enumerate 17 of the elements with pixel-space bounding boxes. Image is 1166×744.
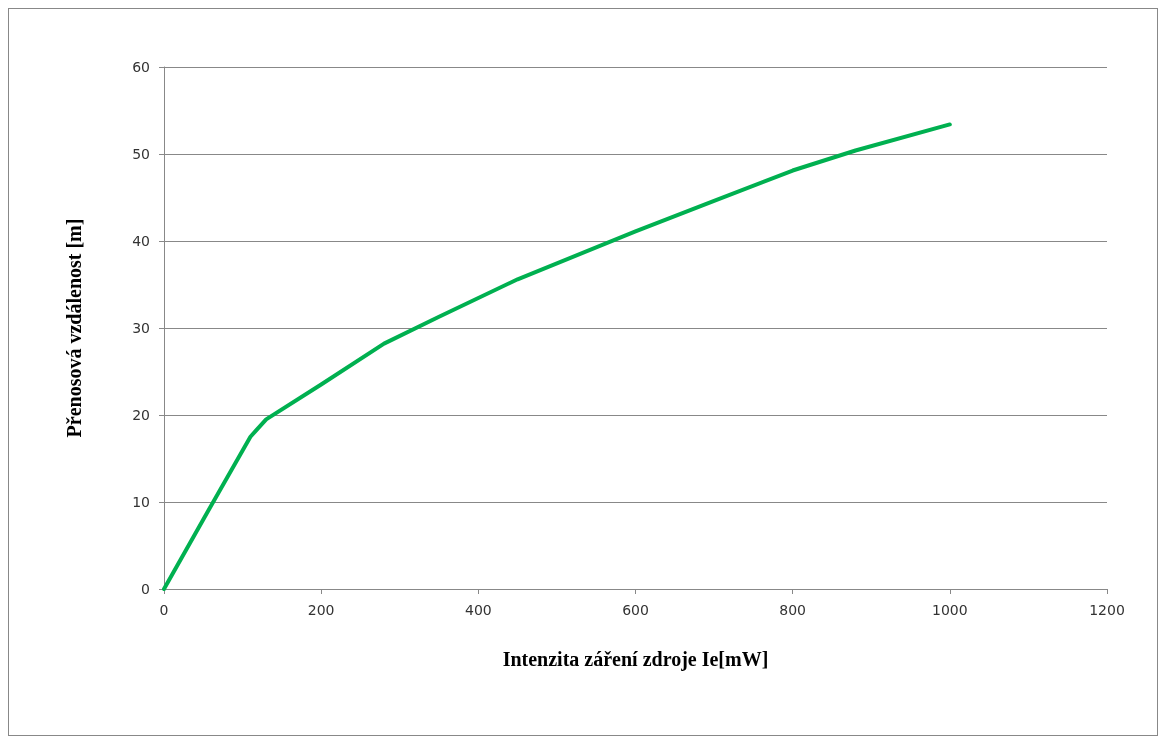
x-tick-label: 1000 [932, 602, 968, 618]
y-axis-title: Přenosová vzdálenost [m] [63, 218, 85, 438]
y-tick-label: 30 [132, 320, 150, 336]
y-tick-label: 0 [141, 581, 150, 597]
line-series [162, 122, 952, 591]
x-tick-label: 600 [622, 602, 649, 618]
x-tick-label: 0 [159, 602, 169, 618]
x-tick-label: 1200 [1089, 602, 1125, 618]
x-tick-label: 200 [307, 602, 335, 618]
y-tick-label: 50 [132, 146, 150, 162]
y-tick-label: 60 [132, 59, 150, 75]
y-tick-label: 10 [132, 494, 150, 510]
x-tick-label: 400 [464, 602, 492, 618]
x-axis-title: Intenzita záření zdroje Ie[mW] [502, 648, 769, 671]
y-tick-label: 20 [132, 407, 150, 423]
x-tick-label: 800 [779, 602, 807, 618]
y-tick-label: 40 [132, 233, 150, 249]
